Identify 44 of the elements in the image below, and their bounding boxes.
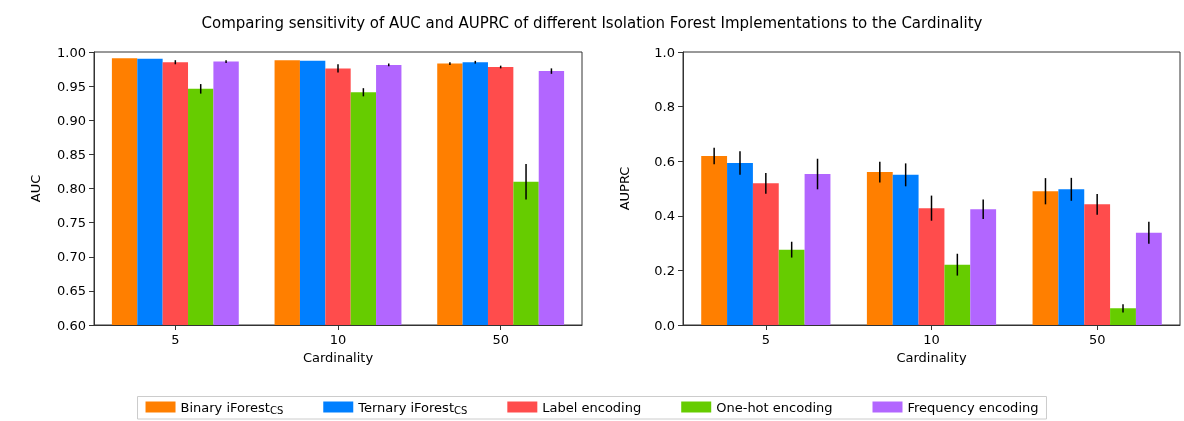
- y-tick-label: 0.95: [57, 78, 86, 94]
- bar: [918, 208, 945, 325]
- y-tick-label: 0.60: [57, 317, 86, 333]
- legend-label: Frequency encoding: [907, 399, 1039, 415]
- x-axis-title: Cardinality: [302, 349, 374, 365]
- bar: [752, 183, 779, 325]
- bar: [1058, 189, 1085, 325]
- bar: [701, 156, 728, 325]
- bar: [1110, 308, 1136, 325]
- bar: [1032, 191, 1059, 325]
- x-tick-label: 50: [1088, 332, 1106, 347]
- bar: [778, 249, 805, 325]
- x-tick-label: 10: [329, 332, 347, 347]
- y-axis-title: AUPRC: [617, 166, 632, 211]
- bar: [866, 172, 893, 325]
- y-tick-label: 1.0: [654, 44, 675, 60]
- x-axis-title: Cardinality: [896, 349, 967, 365]
- y-tick-label: 0.65: [57, 283, 86, 299]
- y-tick-label: 0.70: [57, 249, 86, 265]
- y-tick-label: 1.00: [57, 44, 86, 60]
- chart-title: Comparing sensitivity of AUC and AUPRC of different Isolation Forest Implementations to the Cardinality: [201, 13, 983, 32]
- y-tick-label: 0.90: [57, 112, 86, 128]
- x-tick-label: 5: [171, 332, 180, 347]
- bar: [727, 163, 753, 325]
- bar: [892, 174, 919, 325]
- bar: [1084, 204, 1111, 325]
- y-tick-label: 0.85: [57, 146, 86, 162]
- bar: [1135, 232, 1162, 325]
- x-tick-label: 10: [923, 332, 940, 347]
- y-tick-label: 0.8: [654, 99, 675, 115]
- legend-label: One-hot encoding: [716, 399, 833, 415]
- x-tick-label: 5: [761, 332, 770, 347]
- x-tick-label: 50: [492, 332, 509, 347]
- y-tick-label: 0.2: [654, 262, 675, 278]
- y-tick-label: 0.4: [654, 208, 675, 224]
- y-tick-label: 0.6: [654, 153, 675, 169]
- legend-label: Label encoding: [542, 399, 642, 415]
- y-tick-label: 0.75: [57, 215, 86, 231]
- y-axis-title: AUC: [28, 174, 43, 203]
- y-tick-label: 0.0: [654, 317, 675, 333]
- y-tick-label: 0.80: [57, 181, 86, 196]
- bar: [970, 209, 997, 325]
- bar: [804, 174, 831, 325]
- bar: [944, 264, 971, 325]
